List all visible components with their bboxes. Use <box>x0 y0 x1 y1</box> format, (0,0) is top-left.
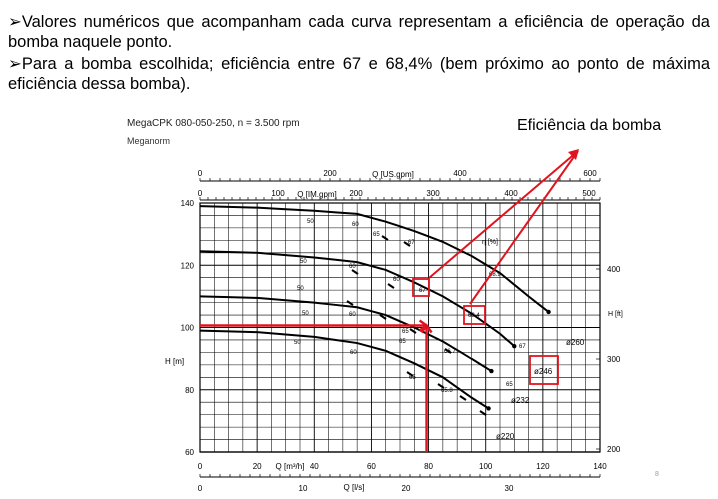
tick-label-us-gpm: 0 <box>198 169 203 178</box>
callout-arrow-2 <box>469 150 579 305</box>
tick-label-us-gpm: 600 <box>583 169 597 178</box>
efficiency-label: 67 <box>408 240 415 246</box>
efficiency-label: 50 <box>302 311 309 317</box>
tick-label-y: 140 <box>181 199 195 208</box>
tick-label-y: 80 <box>185 386 194 395</box>
curve-marker <box>444 348 452 354</box>
tick-label-ft: 200 <box>607 445 621 454</box>
curve-marker <box>351 269 359 275</box>
curve-label: ø232 <box>511 396 530 405</box>
tick-label-ls: 10 <box>299 484 308 493</box>
tick-label-im-gpm: 200 <box>349 189 363 198</box>
tick-label-im-gpm: 300 <box>426 189 440 198</box>
curve-label: ø220 <box>496 432 515 441</box>
efficiency-label: 50 <box>294 340 301 346</box>
curve-marker <box>479 410 487 416</box>
efficiency-label: 68.4 <box>468 313 480 319</box>
efficiency-box-67 <box>412 278 430 297</box>
tick-label-ls: 20 <box>402 484 411 493</box>
tick-label-x: 100 <box>479 462 493 471</box>
pump-curve-ø232 <box>199 295 492 372</box>
tick-label-x: 20 <box>253 462 262 471</box>
efficiency-label: 65 <box>506 382 513 388</box>
curve-label: ø260 <box>566 338 585 347</box>
tick-label-x: 140 <box>593 462 607 471</box>
tick-label-y: 120 <box>181 261 195 270</box>
callout-arrowhead <box>568 149 579 160</box>
efficiency-label: 60 <box>349 312 356 318</box>
efficiency-label: 66.7 <box>444 349 456 355</box>
tick-label-y: 100 <box>181 324 195 333</box>
curve-end-marker <box>489 368 494 374</box>
axis-label-us-gpm: Q [US.gpm] <box>372 170 414 179</box>
curve-marker <box>409 328 417 334</box>
tick-label-ls: 0 <box>198 484 203 493</box>
curve-marker <box>406 371 414 377</box>
tick-label-x: 80 <box>424 462 433 471</box>
curve-end-marker <box>546 309 551 315</box>
flow-arrowhead <box>420 323 433 334</box>
efficiency-label: 65 <box>402 329 409 335</box>
curve-end-marker <box>486 406 491 411</box>
efficiency-label: 50 <box>300 259 307 265</box>
tick-label-x: 40 <box>310 462 319 471</box>
tick-label-im-gpm: 0 <box>198 189 203 198</box>
efficiency-label: 60 <box>352 222 359 228</box>
tick-label-im-gpm: 500 <box>582 189 596 198</box>
axis-label-ft: H [ft] <box>608 311 623 318</box>
bullet-item-1: ➢Valores numéricos que acompanham cada c… <box>8 13 710 51</box>
impeller-box-246 <box>529 355 559 385</box>
efficiency-label: 67 <box>519 344 526 350</box>
efficiency-label: 50 <box>307 219 314 225</box>
curve-marker <box>403 241 411 247</box>
axis-label-x: Q [m³/h] <box>276 462 305 471</box>
curve-label: ø246 <box>534 367 553 376</box>
efficiency-label: 65 <box>399 339 406 345</box>
tick-label-us-gpm: 200 <box>323 169 337 178</box>
efficiency-label: 68.9 <box>489 272 501 278</box>
curve-marker <box>381 235 389 241</box>
figure-subtitle: Meganorm <box>127 136 171 146</box>
efficiency-unit-label: η [%] <box>482 239 498 246</box>
callout-arrow-1 <box>428 150 579 279</box>
tick-label-x: 0 <box>198 462 203 471</box>
efficiency-label: 60 <box>350 350 357 356</box>
pump-curve-ø220 <box>199 329 490 410</box>
curve-marker <box>346 300 354 306</box>
efficiency-box-68-4 <box>463 305 486 325</box>
curve-marker <box>387 283 395 289</box>
curve-marker <box>459 395 467 401</box>
bullet-item-2: ➢Para a bomba escolhida; eficiência entr… <box>8 55 710 93</box>
bullet-list: ➢Valores numéricos que acompanham cada c… <box>8 12 710 94</box>
efficiency-label: 60 <box>393 277 400 283</box>
page-number: 8 <box>655 471 659 478</box>
figure-title: MegaCPK 080-050-250, n = 3.500 rpm <box>127 118 300 129</box>
efficiency-label: 65.8 <box>441 388 453 394</box>
tick-label-ft: 300 <box>607 355 621 364</box>
efficiency-callout: Eficiência da bomba <box>517 117 662 134</box>
axis-label-ls: Q [l/s] <box>344 483 365 492</box>
tick-label-x: 60 <box>367 462 376 471</box>
tick-label-im-gpm: 100 <box>271 189 285 198</box>
tick-label-y: 60 <box>185 448 194 457</box>
tick-label-ft: 400 <box>607 265 621 274</box>
tick-label-x: 120 <box>536 462 550 471</box>
curve-end-marker <box>512 343 517 349</box>
tick-label-ls: 30 <box>505 484 514 493</box>
efficiency-label: 60 <box>349 264 356 270</box>
efficiency-label: 67 <box>419 288 426 294</box>
tick-label-us-gpm: 400 <box>453 169 467 178</box>
curve-marker <box>379 314 387 320</box>
pump-curve-ø260 <box>199 205 550 313</box>
efficiency-label: 65 <box>409 375 416 381</box>
efficiency-label: 50 <box>297 286 304 292</box>
axis-label-y: H [m] <box>165 357 184 366</box>
tick-label-im-gpm: 400 <box>504 189 518 198</box>
curve-marker <box>437 383 445 389</box>
efficiency-label: 65 <box>373 232 380 238</box>
axis-label-im-gpm: Q [IM.gpm] <box>297 190 337 199</box>
